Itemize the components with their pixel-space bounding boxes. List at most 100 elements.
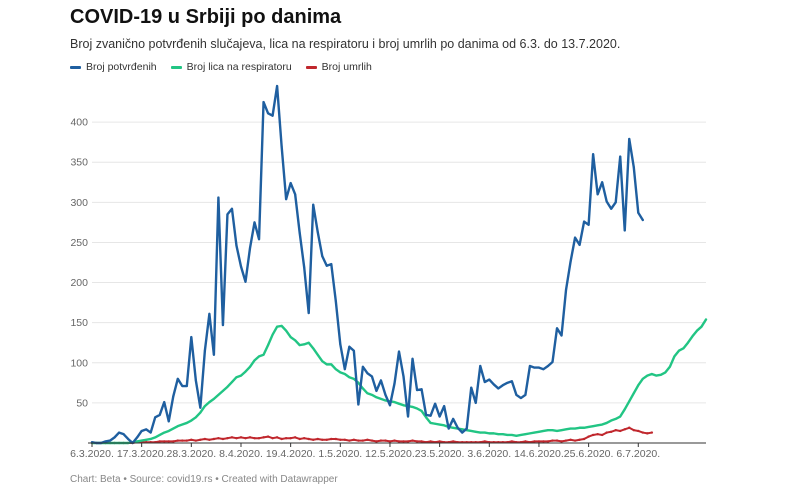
- data-point-confirmed: [104, 440, 107, 443]
- data-point-respirator: [641, 377, 644, 380]
- data-point-respirator: [334, 368, 337, 371]
- data-point-respirator: [370, 393, 373, 396]
- y-tick-label: 250: [70, 237, 88, 249]
- data-point-confirmed: [551, 360, 554, 363]
- data-point-deaths: [343, 438, 347, 441]
- data-point-confirmed: [203, 349, 206, 352]
- data-point-deaths: [429, 440, 432, 443]
- data-point-confirmed: [578, 243, 581, 246]
- data-point-confirmed: [343, 368, 346, 371]
- data-point-confirmed: [167, 420, 170, 423]
- data-point-confirmed: [280, 145, 283, 148]
- data-point-respirator: [542, 429, 545, 432]
- legend-item-deaths: Broj umrlih: [305, 60, 372, 74]
- x-tick-label: 12.5.2020.: [365, 448, 415, 460]
- data-point-respirator: [321, 360, 324, 363]
- data-point-confirmed: [361, 365, 364, 368]
- data-point-deaths: [289, 436, 292, 440]
- data-point-respirator: [140, 439, 143, 442]
- data-point-deaths: [641, 431, 644, 434]
- data-point-confirmed: [118, 431, 121, 434]
- data-point-deaths: [330, 437, 333, 441]
- data-point-confirmed: [560, 334, 563, 337]
- data-point-deaths: [348, 439, 351, 442]
- data-point-respirator: [289, 336, 292, 339]
- data-point-respirator: [280, 324, 283, 327]
- data-point-deaths: [533, 440, 536, 443]
- data-point-respirator: [556, 429, 559, 432]
- data-point-confirmed: [127, 437, 130, 440]
- data-point-respirator: [163, 431, 166, 434]
- data-point-confirmed: [316, 231, 319, 234]
- data-point-confirmed: [109, 439, 112, 442]
- data-point-confirmed: [416, 389, 419, 392]
- data-point-deaths: [564, 439, 568, 442]
- data-point-confirmed: [388, 404, 391, 407]
- data-point-confirmed: [542, 368, 545, 371]
- data-point-deaths: [402, 440, 405, 443]
- data-point-confirmed: [262, 101, 265, 104]
- data-point-confirmed: [352, 349, 355, 352]
- data-point-deaths: [217, 436, 220, 440]
- data-point-deaths: [614, 428, 617, 432]
- data-point-respirator: [506, 433, 509, 436]
- data-point-confirmed: [569, 260, 572, 263]
- data-point-deaths: [637, 429, 640, 433]
- data-point-confirmed: [176, 377, 179, 380]
- data-point-deaths: [596, 432, 599, 436]
- data-point-deaths: [551, 439, 554, 442]
- data-point-confirmed: [298, 231, 301, 234]
- data-point-confirmed: [411, 357, 414, 360]
- data-point-confirmed: [163, 401, 166, 404]
- data-point-confirmed: [384, 393, 387, 396]
- data-point-confirmed: [375, 389, 378, 392]
- data-point-deaths: [451, 440, 455, 443]
- data-point-confirmed: [479, 364, 482, 367]
- data-point-confirmed: [285, 198, 288, 201]
- data-point-deaths: [339, 438, 342, 441]
- data-point-deaths: [537, 440, 541, 443]
- y-tick-label: 200: [70, 277, 88, 289]
- data-point-respirator: [262, 353, 265, 356]
- data-point-deaths: [208, 438, 211, 441]
- data-point-deaths: [176, 439, 179, 442]
- data-point-deaths: [600, 433, 604, 437]
- data-point-confirmed: [510, 380, 513, 383]
- data-point-confirmed: [434, 402, 437, 405]
- data-point-confirmed: [641, 218, 644, 221]
- data-point-respirator: [682, 347, 685, 350]
- data-point-confirmed: [145, 428, 148, 431]
- data-point-confirmed: [533, 366, 536, 369]
- data-point-confirmed: [208, 312, 211, 315]
- data-point-respirator: [339, 371, 342, 374]
- data-point-deaths: [307, 437, 310, 441]
- data-point-respirator: [258, 355, 261, 358]
- data-point-respirator: [294, 339, 297, 342]
- data-point-respirator: [235, 376, 238, 379]
- data-point-confirmed: [321, 255, 324, 258]
- data-point-deaths: [158, 440, 161, 443]
- series-respirator: [90, 318, 708, 445]
- data-point-deaths: [212, 437, 216, 441]
- data-point-confirmed: [221, 324, 224, 327]
- x-tick-label: 23.5.2020.: [415, 448, 465, 460]
- data-point-confirmed: [172, 395, 175, 398]
- data-point-respirator: [646, 374, 649, 377]
- data-point-respirator: [239, 374, 242, 377]
- legend-label-confirmed: Broj potvrđenih: [86, 61, 157, 73]
- legend-item-confirmed: Broj potvrđenih: [70, 60, 157, 74]
- data-point-respirator: [149, 437, 152, 440]
- data-point-confirmed: [632, 166, 635, 169]
- data-point-deaths: [555, 439, 559, 442]
- data-point-deaths: [325, 438, 328, 441]
- data-point-confirmed: [537, 366, 540, 369]
- data-point-respirator: [565, 428, 568, 431]
- x-tick-label: 6.3.2020.: [70, 448, 114, 460]
- data-point-deaths: [271, 436, 274, 440]
- data-point-deaths: [302, 436, 306, 440]
- data-point-respirator: [343, 373, 346, 376]
- data-point-deaths: [370, 439, 374, 442]
- data-point-confirmed: [303, 266, 306, 269]
- data-point-confirmed: [113, 436, 116, 439]
